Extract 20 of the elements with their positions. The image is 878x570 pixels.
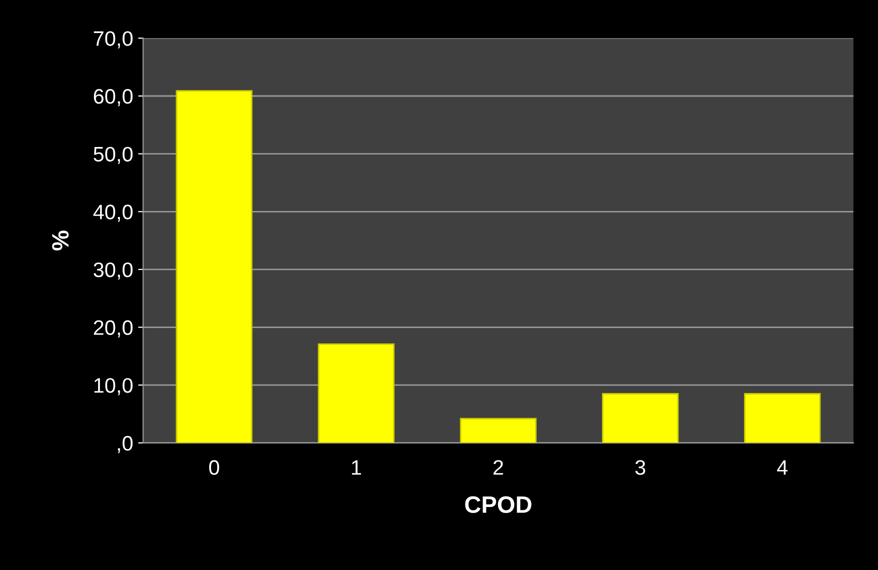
y-tick-label: 60,0: [94, 89, 133, 106]
y-tick-label: ,0: [118, 436, 133, 454]
bar: [744, 393, 821, 443]
bar: [176, 90, 252, 443]
y-tick-label: 70,0: [94, 31, 133, 48]
x-tick-label: 4: [777, 460, 788, 475]
x-tick-label: 3: [635, 460, 646, 475]
y-tick-label: 40,0: [93, 204, 133, 222]
x-axis-title: CPOD: [465, 496, 532, 513]
bar: [460, 418, 537, 443]
x-tick-label: 1: [352, 460, 361, 475]
y-tick-label: 20,0: [94, 320, 133, 338]
y-axis-title: %: [52, 230, 69, 250]
y-tick-label: 30,0: [94, 262, 133, 280]
bar: [318, 343, 395, 443]
x-tick-label: 2: [494, 460, 504, 475]
bar: [602, 393, 679, 443]
x-tick-label: 0: [209, 460, 220, 475]
y-tick-label: 50,0: [94, 146, 133, 164]
y-tick-label: 10,0: [94, 378, 133, 396]
